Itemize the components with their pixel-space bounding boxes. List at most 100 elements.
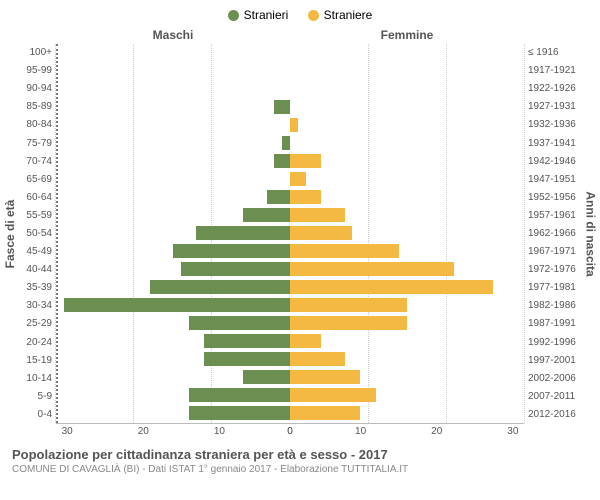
- bar-male: [204, 334, 290, 348]
- year-label: 1972-1976: [524, 261, 588, 279]
- bar-male: [204, 352, 290, 366]
- female-bars-panel: [290, 44, 524, 424]
- population-pyramid-chart: Stranieri Straniere Maschi Femmine Fasce…: [0, 0, 600, 500]
- age-labels-column: 100+95-9990-9485-8980-8475-7970-7465-696…: [12, 44, 56, 424]
- header-female: Femmine: [290, 28, 524, 42]
- x-tick-label: 10: [214, 426, 225, 437]
- bar-row-male: [56, 170, 290, 188]
- age-label: 20-24: [12, 333, 56, 351]
- bar-female: [290, 208, 345, 222]
- age-label: 100+: [12, 44, 56, 62]
- bars-female: [290, 44, 524, 423]
- bar-male: [274, 100, 290, 114]
- bar-row-female: [290, 242, 524, 260]
- legend-item-male: Stranieri: [228, 8, 289, 22]
- x-tick-label: 30: [507, 426, 518, 437]
- bar-row-female: [290, 44, 524, 62]
- bar-row-female: [290, 62, 524, 80]
- male-bars-panel: [56, 44, 290, 424]
- bar-male: [181, 262, 290, 276]
- bar-row-female: [290, 224, 524, 242]
- x-tick-label: 20: [431, 426, 442, 437]
- bar-male: [64, 298, 290, 312]
- bar-female: [290, 154, 321, 168]
- bar-row-female: [290, 314, 524, 332]
- bar-row-female: [290, 404, 524, 422]
- bar-row-female: [290, 80, 524, 98]
- year-label: 1932-1936: [524, 116, 588, 134]
- bar-female: [290, 280, 493, 294]
- year-label: 2012-2016: [524, 405, 588, 423]
- year-label: 1952-1956: [524, 188, 588, 206]
- age-label: 95-99: [12, 62, 56, 80]
- x-axis-female: 0102030: [290, 426, 524, 437]
- bar-male: [274, 154, 290, 168]
- bar-row-male: [56, 404, 290, 422]
- bar-female: [290, 226, 352, 240]
- year-label: 2002-2006: [524, 369, 588, 387]
- year-label: 2007-2011: [524, 387, 588, 405]
- bar-row-female: [290, 260, 524, 278]
- bar-female: [290, 244, 399, 258]
- bar-female: [290, 388, 376, 402]
- bar-male: [243, 370, 290, 384]
- age-label: 45-49: [12, 243, 56, 261]
- bar-male: [189, 388, 290, 402]
- age-label: 35-39: [12, 279, 56, 297]
- x-axis-male: 0102030: [56, 426, 290, 437]
- legend-item-female: Straniere: [308, 8, 373, 22]
- age-label: 40-44: [12, 261, 56, 279]
- year-label: 1982-1986: [524, 297, 588, 315]
- bar-male: [173, 244, 290, 258]
- year-label: 1997-2001: [524, 351, 588, 369]
- plot-area: Fasce di età Anni di nascita 100+95-9990…: [12, 44, 588, 424]
- header-male: Maschi: [56, 28, 290, 42]
- bar-female: [290, 334, 321, 348]
- age-label: 60-64: [12, 188, 56, 206]
- year-label: 1987-1991: [524, 315, 588, 333]
- age-label: 70-74: [12, 152, 56, 170]
- year-label: 1927-1931: [524, 98, 588, 116]
- bar-row-male: [56, 278, 290, 296]
- bar-row-male: [56, 152, 290, 170]
- bar-row-female: [290, 170, 524, 188]
- year-labels-column: ≤ 19161917-19211922-19261927-19311932-19…: [524, 44, 588, 424]
- y-axis-title-left: Fasce di età: [3, 199, 17, 268]
- y-axis-title-right: Anni di nascita: [583, 191, 597, 276]
- bar-row-male: [56, 386, 290, 404]
- column-headers: Maschi Femmine: [12, 28, 588, 42]
- bar-male: [196, 226, 290, 240]
- bar-row-male: [56, 350, 290, 368]
- bar-female: [290, 190, 321, 204]
- legend-swatch-male: [228, 10, 239, 21]
- year-label: 1922-1926: [524, 80, 588, 98]
- year-label: 1967-1971: [524, 243, 588, 261]
- bar-row-male: [56, 332, 290, 350]
- bar-row-female: [290, 350, 524, 368]
- bar-female: [290, 298, 407, 312]
- bar-row-female: [290, 332, 524, 350]
- bar-row-male: [56, 224, 290, 242]
- age-label: 80-84: [12, 116, 56, 134]
- x-tick-label: 20: [138, 426, 149, 437]
- year-label: 1947-1951: [524, 170, 588, 188]
- x-tick-label: 0: [287, 426, 293, 437]
- age-label: 0-4: [12, 405, 56, 423]
- bar-row-male: [56, 206, 290, 224]
- bar-row-male: [56, 296, 290, 314]
- bar-female: [290, 118, 298, 132]
- bar-female: [290, 316, 407, 330]
- bar-female: [290, 406, 360, 420]
- bar-row-female: [290, 134, 524, 152]
- bar-female: [290, 262, 454, 276]
- bar-row-male: [56, 98, 290, 116]
- bars-male: [56, 44, 290, 423]
- bar-row-female: [290, 368, 524, 386]
- legend-label-female: Straniere: [324, 8, 373, 22]
- age-label: 15-19: [12, 351, 56, 369]
- chart-subtitle: COMUNE DI CAVAGLIÀ (BI) - Dati ISTAT 1° …: [12, 464, 588, 475]
- age-label: 90-94: [12, 80, 56, 98]
- year-label: 1962-1966: [524, 224, 588, 242]
- year-label: 1957-1961: [524, 206, 588, 224]
- bar-male: [282, 136, 290, 150]
